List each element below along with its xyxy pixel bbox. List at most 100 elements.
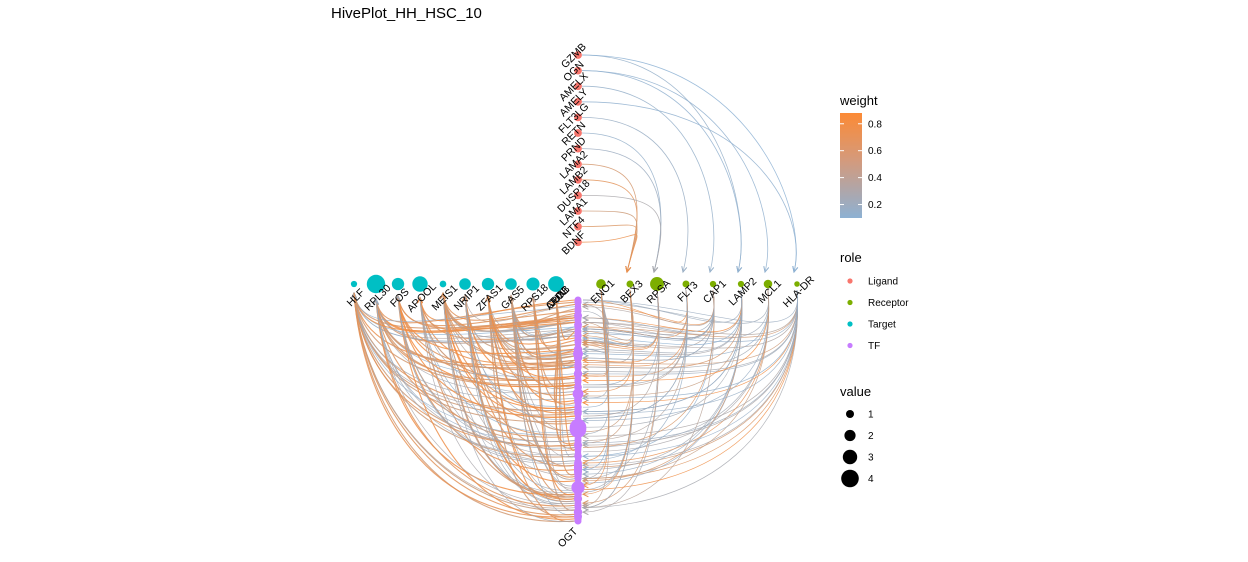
edge-arrowhead xyxy=(394,295,402,302)
ligand-node-lamb2 xyxy=(574,175,582,184)
edge-arrowhead xyxy=(581,477,589,484)
edge-tf-target xyxy=(510,295,576,467)
ligand-node-lama2 xyxy=(574,160,582,169)
weight-legend-title: weight xyxy=(839,93,878,108)
edge-arrowhead xyxy=(581,332,589,339)
weight-colorbar xyxy=(840,113,862,218)
edge-arrowhead xyxy=(581,334,589,342)
edge-tf-target xyxy=(375,299,576,339)
ligand-node-gzmb xyxy=(574,51,582,59)
edge-ligand-receptor xyxy=(581,132,662,273)
edge-receptor-tf xyxy=(582,289,715,448)
chart-title: HivePlot_HH_HSC_10 xyxy=(331,5,482,22)
edge-tf-target xyxy=(442,293,576,329)
ligand-node-bdnf xyxy=(574,238,582,247)
edge-tf-target xyxy=(375,299,576,507)
edge-receptor-tf xyxy=(582,289,660,388)
target-node-nrip1 xyxy=(459,278,471,290)
edge-tf-target xyxy=(553,297,576,414)
target-node-zfas1 xyxy=(481,277,495,291)
edge-arrowhead xyxy=(625,266,632,274)
edge-receptor-tf xyxy=(582,289,798,415)
target-node-rps18 xyxy=(526,277,540,291)
edge-receptor-tf xyxy=(582,289,770,369)
edge-arrowhead xyxy=(581,370,589,377)
edge-arrowhead xyxy=(581,388,589,395)
edge-tf-target xyxy=(353,293,576,516)
edge-tf-target xyxy=(353,293,576,332)
edge-arrowhead xyxy=(372,298,380,305)
edge-receptor-tf xyxy=(582,289,715,327)
edge-tf-target xyxy=(487,296,576,396)
target-node-fos xyxy=(391,277,405,291)
value-key-1 xyxy=(846,410,854,418)
receptor-node-hla-dr xyxy=(794,281,800,287)
ligand-node-prnd xyxy=(574,144,582,153)
edge-tf-target xyxy=(375,299,576,438)
edge-receptor-tf xyxy=(582,289,798,343)
target-node-hlf xyxy=(350,280,358,288)
target-node-jun xyxy=(548,276,564,292)
edge-arrowhead xyxy=(439,292,447,299)
edge-arrowhead xyxy=(581,350,589,357)
value-label-3: 3 xyxy=(868,453,874,464)
edge-arrowhead xyxy=(581,314,589,321)
ligand-node-amelx xyxy=(574,82,582,91)
edge-arrowhead xyxy=(581,325,589,333)
edge-arrowhead xyxy=(736,266,743,274)
edge-ligand-receptor xyxy=(581,70,768,273)
edge-tf-target xyxy=(353,293,576,401)
edge-tf-target xyxy=(555,297,576,340)
weight-tick-label: 0.2 xyxy=(868,200,882,211)
edge-arrowhead xyxy=(581,392,589,400)
receptor-node-flt3 xyxy=(682,280,690,288)
edge-arrowhead xyxy=(581,433,589,440)
edge-receptor-tf xyxy=(582,289,798,444)
edge-tf-target xyxy=(397,296,576,329)
edge-tf-target xyxy=(464,295,576,420)
ligand-node-retn xyxy=(574,129,582,137)
edge-arrowhead xyxy=(552,296,560,304)
role-label-ligand: Ligand xyxy=(868,277,898,288)
edge-ligand-receptor xyxy=(581,85,715,273)
receptor-node-eno1 xyxy=(596,279,606,289)
edge-arrowhead xyxy=(581,439,589,446)
edge-arrowhead xyxy=(581,459,589,467)
edge-arrowhead xyxy=(681,266,688,274)
receptor-node-mcl1 xyxy=(763,279,773,289)
target-node-rpl30 xyxy=(366,274,386,294)
edge-tf-target xyxy=(510,295,576,338)
receptor-label-lamp2: LAMP2 xyxy=(726,275,759,308)
edge-receptor-tf xyxy=(582,289,634,392)
edge-arrowhead xyxy=(581,357,589,364)
edge-arrowhead xyxy=(581,466,589,473)
weight-tick-label: 0.4 xyxy=(868,173,882,184)
role-label-tf: TF xyxy=(868,341,880,352)
receptor-node-lamp2 xyxy=(737,280,745,288)
edge-receptor-tf xyxy=(582,289,743,346)
edge-tf-target xyxy=(419,297,576,322)
edge-tf-target xyxy=(419,297,576,462)
edge-arrowhead xyxy=(581,491,589,498)
edge-receptor-tf xyxy=(582,289,610,462)
edge-tf-target xyxy=(375,299,576,442)
ligand-node-ntf4 xyxy=(574,222,582,231)
edge-arrowhead xyxy=(581,341,589,348)
role-key-receptor xyxy=(847,299,853,306)
receptor-node-rpsa xyxy=(650,277,664,291)
edge-receptor-tf xyxy=(582,289,798,491)
ligand-node-dusp18 xyxy=(574,191,582,200)
edge-tf-target xyxy=(353,293,576,411)
edge-arrowhead xyxy=(581,462,589,469)
edge-tf-target xyxy=(397,296,576,462)
receptor-label-cap1: CAP1 xyxy=(701,278,729,306)
edge-tf-target xyxy=(397,296,576,354)
edge-arrowhead xyxy=(581,377,589,384)
edge-tf-target xyxy=(419,297,576,434)
edge-receptor-tf xyxy=(582,289,770,324)
value-key-3 xyxy=(842,449,858,465)
edge-receptor-tf xyxy=(582,289,798,399)
edge-ligand-receptor xyxy=(581,70,742,273)
edge-receptor-tf xyxy=(582,289,770,358)
edge-tf-target xyxy=(442,293,576,358)
